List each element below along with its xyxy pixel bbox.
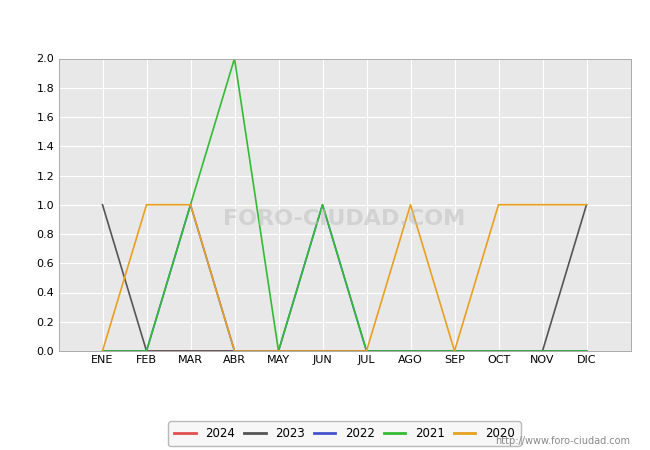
- 2024: [231, 348, 239, 354]
- 2020: [450, 348, 458, 354]
- 2020: [318, 348, 326, 354]
- 2020: [363, 348, 370, 354]
- 2022: [539, 348, 547, 354]
- 2020: [231, 348, 239, 354]
- 2022: [318, 202, 326, 207]
- 2024: [450, 348, 458, 354]
- 2024: [187, 348, 194, 354]
- Legend: 2024, 2023, 2022, 2021, 2020: 2024, 2023, 2022, 2021, 2020: [168, 421, 521, 446]
- 2022: [363, 348, 370, 354]
- 2023: [142, 348, 150, 354]
- 2023: [539, 348, 547, 354]
- 2023: [407, 348, 415, 354]
- 2021: [450, 348, 458, 354]
- 2023: [450, 348, 458, 354]
- Text: FORO-CIUDAD.COM: FORO-CIUDAD.COM: [224, 209, 465, 230]
- 2022: [142, 348, 150, 354]
- 2021: [363, 348, 370, 354]
- Line: 2021: 2021: [103, 58, 586, 351]
- 2020: [142, 202, 150, 207]
- 2023: [99, 202, 107, 207]
- 2021: [231, 56, 239, 61]
- 2022: [187, 202, 194, 207]
- 2024: [99, 348, 107, 354]
- 2021: [318, 202, 326, 207]
- 2024: [539, 348, 547, 354]
- 2023: [231, 348, 239, 354]
- 2022: [582, 348, 590, 354]
- Text: http://www.foro-ciudad.com: http://www.foro-ciudad.com: [495, 436, 630, 446]
- 2024: [318, 348, 326, 354]
- 2024: [582, 348, 590, 354]
- 2021: [539, 348, 547, 354]
- 2022: [99, 348, 107, 354]
- 2020: [407, 202, 415, 207]
- 2021: [582, 348, 590, 354]
- 2020: [99, 348, 107, 354]
- 2020: [274, 348, 282, 354]
- 2021: [274, 348, 282, 354]
- Line: 2022: 2022: [103, 205, 586, 351]
- 2021: [407, 348, 415, 354]
- 2024: [363, 348, 370, 354]
- 2023: [318, 348, 326, 354]
- 2022: [274, 348, 282, 354]
- 2020: [187, 202, 194, 207]
- Line: 2020: 2020: [103, 205, 586, 351]
- 2021: [495, 348, 502, 354]
- 2023: [582, 202, 590, 207]
- 2021: [187, 202, 194, 207]
- 2020: [495, 202, 502, 207]
- 2022: [231, 348, 239, 354]
- 2020: [539, 202, 547, 207]
- 2024: [407, 348, 415, 354]
- 2020: [582, 202, 590, 207]
- 2021: [99, 348, 107, 354]
- 2022: [450, 348, 458, 354]
- 2022: [495, 348, 502, 354]
- Line: 2023: 2023: [103, 205, 586, 351]
- 2022: [407, 348, 415, 354]
- 2023: [363, 348, 370, 354]
- Text: Matriculaciones de Vehiculos en Yélamos de Arriba: Matriculaciones de Vehiculos en Yélamos …: [122, 13, 528, 28]
- 2024: [274, 348, 282, 354]
- 2024: [495, 348, 502, 354]
- 2021: [142, 348, 150, 354]
- 2023: [187, 348, 194, 354]
- 2023: [495, 348, 502, 354]
- 2023: [274, 348, 282, 354]
- 2024: [142, 348, 150, 354]
